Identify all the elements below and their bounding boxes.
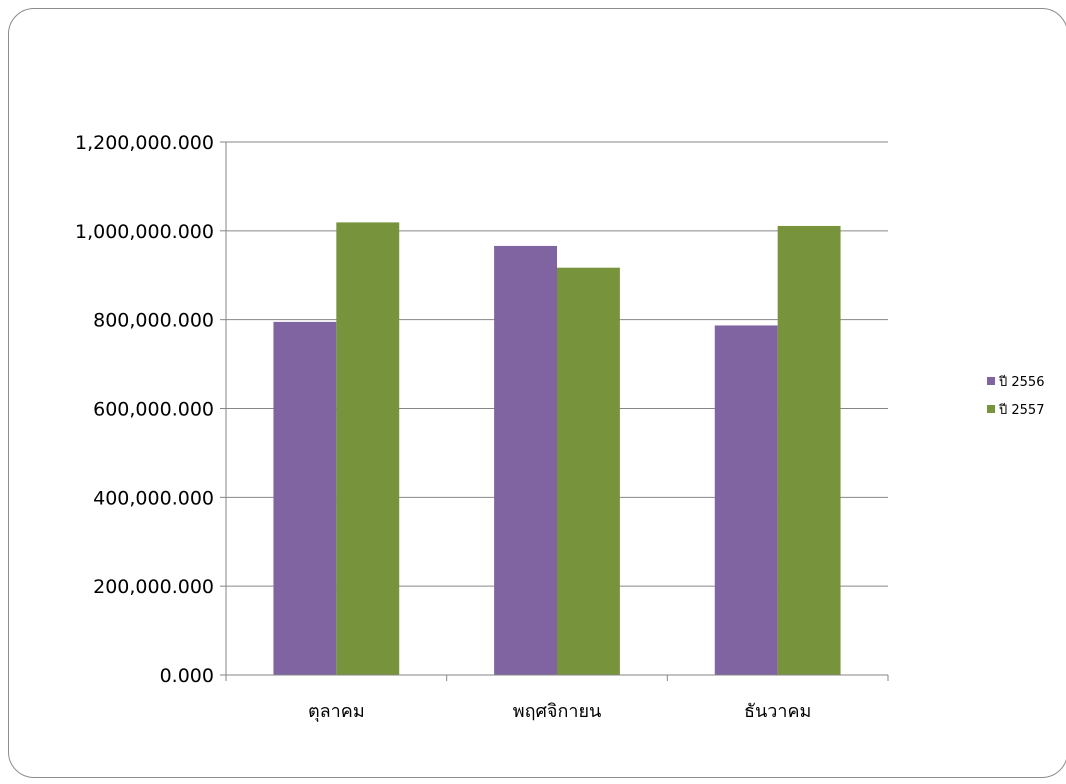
- y-tick-label: 0.000: [160, 665, 214, 687]
- bar-series-1: [714, 325, 778, 675]
- legend-entry: ปี 2556: [998, 374, 1044, 390]
- x-tick-labels: ตุลาคม พฤศจิกายน ธันวาคม: [308, 701, 811, 722]
- bars: [273, 222, 841, 675]
- y-tick-label: 1,200,000.000: [75, 132, 214, 154]
- axes: [220, 141, 889, 681]
- x-tick-label: ตุลาคม: [308, 701, 365, 722]
- x-tick-label: ธันวาคม: [744, 701, 811, 722]
- y-tick-label: 1,000,000.000: [75, 221, 214, 243]
- bar-series-1: [494, 245, 557, 675]
- legend-entry: ปี 2557: [998, 402, 1044, 418]
- y-tick-labels: 0.000 200,000.000 400,000.000 600,000.000 80…: [75, 132, 214, 687]
- x-tick-label: พฤศจิกายน: [513, 701, 602, 722]
- legend: ปี 2556 ปี 2557: [987, 374, 1044, 418]
- bar-series-1: [273, 321, 337, 675]
- y-tick-label: 400,000.000: [93, 487, 214, 509]
- legend-swatch: [987, 405, 995, 413]
- y-tick-label: 200,000.000: [93, 576, 214, 598]
- legend-swatch: [987, 377, 995, 385]
- y-tick-label: 600,000.000: [93, 399, 214, 421]
- bar-series-2: [777, 225, 841, 675]
- bar-series-2: [557, 267, 620, 675]
- y-tick-label: 800,000.000: [93, 310, 214, 332]
- bar-series-2: [336, 222, 400, 675]
